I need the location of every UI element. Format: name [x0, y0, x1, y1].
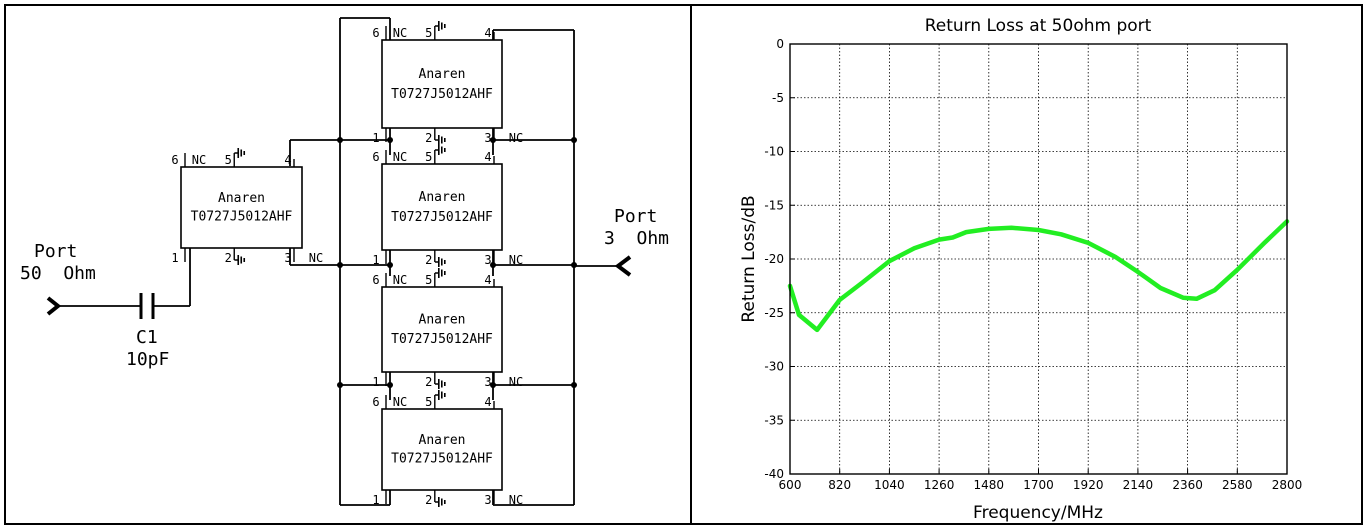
pin-label: 4: [284, 153, 291, 167]
pin-label: 6: [372, 150, 379, 164]
x-tick-label: 600: [779, 478, 802, 492]
coupler-1: Anaren T0727J5012AHF 6 NC 5 4 1 2 3 NC: [372, 20, 523, 146]
pin-label: 6: [171, 153, 178, 167]
y-tick-label: -10: [764, 145, 784, 159]
x-tick-label: 2140: [1123, 478, 1154, 492]
pin-label: 5: [425, 26, 432, 40]
junction-dots: [337, 137, 577, 388]
chip-part-number: T0727J5012AHF: [391, 451, 493, 466]
pin-label: 4: [484, 26, 491, 40]
chip-part-number: T0727J5012AHF: [391, 210, 493, 225]
pin-label: 6: [372, 395, 379, 409]
pin-label: 5: [425, 395, 432, 409]
input-port-impedance: 50 Ohm: [20, 263, 96, 284]
nc-label: NC: [509, 253, 523, 267]
x-tick-label: 2800: [1272, 478, 1303, 492]
pin-label: 6: [372, 26, 379, 40]
coupler-input: Anaren T0727J5012AHF 6 NC 5 4 1 2 3 NC: [171, 147, 323, 266]
chart-title: Return Loss at 50ohm port: [925, 16, 1152, 36]
plot-area: [789, 43, 1288, 475]
coupler-4: Anaren T0727J5012AHF 6 NC 5 4 1 2 3 NC: [372, 389, 523, 508]
x-tick-label: 1040: [874, 478, 905, 492]
chip-part-number: T0727J5012AHF: [391, 87, 493, 102]
output-port-impedance: 3 Ohm: [604, 228, 669, 249]
pin-label: 2: [425, 375, 432, 389]
nc-label: NC: [393, 273, 407, 287]
y-tick-label: -20: [764, 252, 784, 266]
pin-label: 1: [372, 375, 379, 389]
nc-label: NC: [309, 251, 323, 265]
pin-label: 2: [425, 493, 432, 507]
output-port-label: Port: [614, 206, 657, 227]
x-tick-label: 1920: [1073, 478, 1104, 492]
pin-label: 4: [484, 395, 491, 409]
y-tick-label: -5: [772, 91, 784, 105]
pin-label: 4: [484, 273, 491, 287]
y-tick-label: -35: [764, 413, 784, 427]
chip-brand: Anaren: [419, 190, 466, 205]
pin-label: 2: [425, 131, 432, 145]
panel-divider: [690, 4, 692, 525]
pin-label: 1: [171, 251, 178, 265]
chip-brand: Anaren: [419, 67, 466, 82]
x-tick-label: 1700: [1023, 478, 1054, 492]
pin-label: 2: [225, 251, 232, 265]
pin-label: 5: [425, 150, 432, 164]
pin-label: 5: [225, 153, 232, 167]
x-tick-label: 820: [828, 478, 851, 492]
series-line: [787, 219, 1290, 333]
pin-label: 1: [372, 253, 379, 267]
nc-label: NC: [393, 395, 407, 409]
y-tick-label: -25: [764, 306, 784, 320]
chip-brand: Anaren: [218, 191, 265, 206]
y-axis-label: Return Loss/dB: [739, 195, 759, 322]
y-tick-label: -40: [764, 467, 784, 481]
nc-label: NC: [393, 150, 407, 164]
pin-label: 5: [425, 273, 432, 287]
chip-part-number: T0727J5012AHF: [191, 209, 293, 224]
x-tick-label: 1260: [924, 478, 955, 492]
pin-label: 2: [425, 253, 432, 267]
pin-label: 3: [484, 253, 491, 267]
circuit-schematic: Anaren T0727J5012AHF 6 NC 5 4 1 2 3 NC Anaren T0727…: [20, 17, 669, 508]
pin-label: 1: [372, 131, 379, 145]
coupler-2: Anaren T0727J5012AHF 6 NC 5 4 1 2 3 NC: [372, 144, 523, 268]
capacitor-value: 10pF: [126, 349, 169, 370]
y-tick-label: -15: [764, 198, 784, 212]
x-tick-label: 2580: [1222, 478, 1253, 492]
pin-label: 3: [484, 375, 491, 389]
pin-label: 3: [484, 493, 491, 507]
pin-label: 3: [484, 131, 491, 145]
capacitor-name: C1: [136, 327, 158, 348]
chip-brand: Anaren: [419, 433, 466, 448]
chip-part-number: T0727J5012AHF: [391, 332, 493, 347]
pin-label: 1: [372, 493, 379, 507]
y-tick-label: -30: [764, 360, 784, 374]
y-tick-label: 0: [776, 37, 784, 51]
x-tick-label: 1480: [974, 478, 1005, 492]
pin-label: 4: [484, 150, 491, 164]
x-tick-label: 2360: [1172, 478, 1203, 492]
nc-label: NC: [393, 26, 407, 40]
nc-label: NC: [509, 131, 523, 145]
chip-brand: Anaren: [419, 313, 466, 328]
nc-label: NC: [509, 493, 523, 507]
nc-label: NC: [192, 153, 206, 167]
x-axis-label: Frequency/MHz: [973, 503, 1103, 523]
input-port-label: Port: [34, 241, 77, 262]
pin-label: 6: [372, 273, 379, 287]
figure-frame: [4, 4, 1363, 525]
pin-label: 3: [284, 251, 291, 265]
